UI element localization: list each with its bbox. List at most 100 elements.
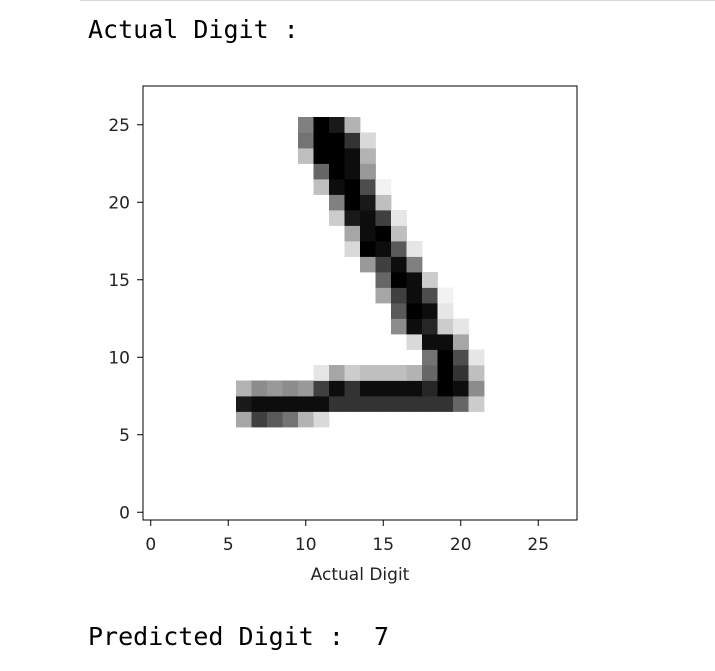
- digit-pixel: [422, 396, 438, 412]
- digit-pixel: [298, 411, 314, 428]
- digit-pixel: [391, 256, 407, 273]
- digit-pixel: [267, 411, 283, 428]
- digit-pixel: [406, 380, 423, 397]
- cell-top-border: [80, 0, 715, 1]
- digit-pixel: [360, 380, 376, 397]
- digit-pixel: [375, 241, 392, 257]
- digit-pixel: [375, 272, 392, 288]
- digit-pixel: [329, 148, 345, 164]
- y-tick-label: 15: [108, 271, 130, 291]
- digit-pixel: [437, 287, 454, 304]
- digit-pixel: [313, 163, 330, 180]
- digit-pixel: [313, 411, 330, 428]
- digit-image-plot: 0 5 10 15 20 25 0 5 10 15 20 25 Actual Digit: [108, 85, 578, 585]
- y-tick-label: 10: [108, 348, 130, 368]
- digit-pixel: [251, 380, 268, 397]
- digit-pixel: [375, 179, 392, 195]
- digit-pixel: [437, 303, 454, 319]
- digit-pixel: [329, 117, 345, 133]
- digit-pixel: [391, 380, 407, 397]
- digit-pixel: [422, 349, 438, 366]
- digit-pixel: [313, 132, 330, 149]
- x-axis-label: Actual Digit: [311, 565, 410, 585]
- digit-pixel: [391, 365, 407, 381]
- digit-pixel: [313, 117, 330, 133]
- digit-pixel: [298, 117, 314, 133]
- digit-pixel: [344, 163, 361, 180]
- digit-pixel: [329, 365, 345, 381]
- digit-pixel: [282, 396, 299, 412]
- digit-pixel: [437, 318, 454, 335]
- digit-pixel: [375, 194, 392, 211]
- digit-pixels: [236, 117, 485, 428]
- digit-pixel: [422, 318, 438, 335]
- digit-pixel: [391, 318, 407, 335]
- digit-pixel: [313, 365, 330, 381]
- digit-pixel: [236, 411, 252, 428]
- y-axis-ticks: 0 5 10 15 20 25: [108, 116, 143, 523]
- digit-pixel: [437, 365, 454, 381]
- digit-pixel: [375, 287, 392, 304]
- digit-pixel: [468, 349, 485, 366]
- digit-pixel: [360, 396, 376, 412]
- digit-pixel: [468, 396, 485, 412]
- digit-pixel: [391, 287, 407, 304]
- digit-pixel: [360, 225, 376, 242]
- x-tick-label: 15: [372, 535, 394, 555]
- digit-pixel: [344, 380, 361, 397]
- digit-pixel: [282, 380, 299, 397]
- digit-pixel: [406, 256, 423, 273]
- digit-pixel: [453, 380, 469, 397]
- digit-pixel: [453, 318, 469, 335]
- digit-pixel: [344, 179, 361, 195]
- plot-frame: [142, 85, 578, 521]
- y-tick-label: 0: [119, 503, 130, 523]
- digit-pixel: [375, 380, 392, 397]
- digit-pixel: [298, 132, 314, 149]
- digit-pixel: [391, 272, 407, 288]
- digit-pixel: [344, 365, 361, 381]
- digit-pixel: [391, 241, 407, 257]
- digit-pixel: [282, 411, 299, 428]
- digit-pixel: [422, 380, 438, 397]
- digit-pixel: [329, 194, 345, 211]
- digit-pixel: [267, 380, 283, 397]
- digit-pixel: [360, 132, 376, 149]
- digit-pixel: [375, 365, 392, 381]
- y-tick-label: 20: [108, 193, 130, 213]
- digit-pixel: [360, 210, 376, 226]
- digit-pixel: [437, 396, 454, 412]
- digit-pixel: [468, 380, 485, 397]
- digit-pixel: [375, 210, 392, 226]
- digit-pixel: [391, 396, 407, 412]
- digit-pixel: [329, 396, 345, 412]
- digit-pixel: [298, 380, 314, 397]
- digit-pixel: [406, 318, 423, 335]
- predicted-digit-value: 7: [373, 622, 390, 651]
- digit-pixel: [437, 380, 454, 397]
- digit-pixel: [468, 365, 485, 381]
- digit-pixel: [344, 194, 361, 211]
- digit-pixel: [313, 148, 330, 164]
- digit-pixel: [298, 396, 314, 412]
- digit-pixel: [329, 179, 345, 195]
- digit-pixel: [360, 163, 376, 180]
- digit-pixel: [313, 179, 330, 195]
- digit-pixel: [360, 179, 376, 195]
- digit-pixel: [422, 287, 438, 304]
- digit-pixel: [267, 396, 283, 412]
- digit-pixel: [251, 411, 268, 428]
- digit-pixel: [391, 225, 407, 242]
- digit-pixel: [406, 287, 423, 304]
- digit-pixel: [437, 334, 454, 350]
- digit-pixel: [453, 365, 469, 381]
- digit-pixel: [344, 210, 361, 226]
- digit-pixel: [406, 272, 423, 288]
- digit-pixel: [360, 365, 376, 381]
- digit-pixel: [391, 210, 407, 226]
- x-tick-label: 5: [223, 535, 234, 555]
- x-tick-label: 0: [145, 535, 156, 555]
- digit-pixel: [360, 241, 376, 257]
- digit-pixel: [236, 396, 252, 412]
- y-tick-label: 5: [119, 426, 130, 446]
